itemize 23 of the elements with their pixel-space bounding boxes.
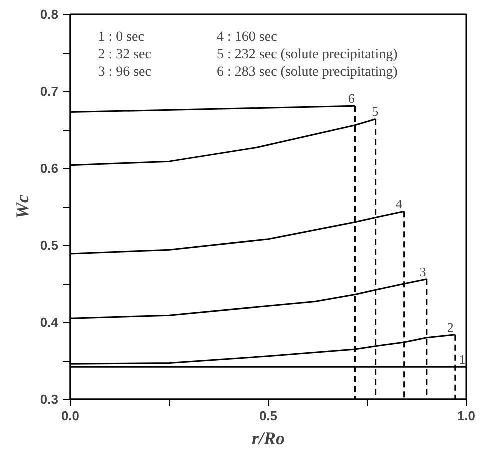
- annotation: 2 : 32 sec: [98, 47, 152, 62]
- y-tick-label: 0.8: [40, 7, 59, 22]
- annotation: 5 : 232 sec (solute precipitating): [217, 47, 398, 62]
- annotation: 3 : 96 sec: [98, 64, 152, 80]
- annotation: 1: [459, 352, 466, 368]
- y-axis-title: Wc: [12, 194, 32, 219]
- annotation: 6 : 283 sec (solute precipitating): [217, 64, 398, 80]
- y-tick-label: 0.6: [40, 161, 59, 176]
- y-tick-label: 0.5: [40, 238, 59, 253]
- y-tick-label: 0.7: [40, 84, 59, 99]
- annotation: 5: [372, 104, 379, 120]
- y-tick-label: 0.3: [40, 392, 59, 407]
- x-tick-label: 1.0: [457, 408, 476, 424]
- annotation: 6: [348, 91, 356, 106]
- x-axis-title: r/Ro: [252, 428, 286, 448]
- x-tick-label: 0.5: [259, 408, 278, 424]
- annotation: 4 : 160 sec: [217, 30, 278, 46]
- annotation: 1 : 0 sec: [98, 30, 144, 46]
- x-tick-label: 0.0: [61, 408, 80, 424]
- annotation: 4: [396, 196, 403, 212]
- annotation: 2: [447, 320, 454, 335]
- annotation: 3: [420, 264, 426, 280]
- y-tick-label: 0.4: [40, 315, 60, 330]
